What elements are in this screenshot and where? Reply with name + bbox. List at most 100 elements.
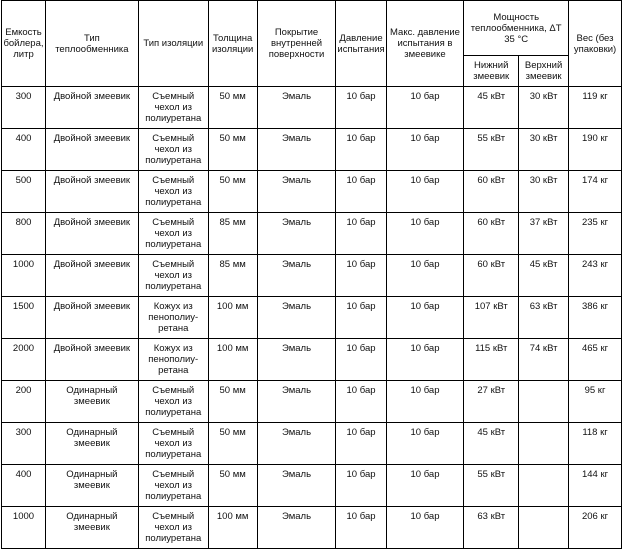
header-exchanger-type: Тип теплообменника [44,0,139,87]
cell-pressure: 10 бар [335,506,387,549]
cell-lower: 55 кВт [463,128,520,171]
cell-capacity: 1000 [1,254,46,297]
cell-lower: 115 кВт [463,338,520,381]
cell-upper: 30 кВт [518,86,570,129]
cell-max-pressure: 10 бар [385,212,465,255]
table-row: 300 Одинарный змеевик Съемный чехол из пол… [1,422,622,465]
cell-max-pressure: 10 бар [385,254,465,297]
cell-capacity: 1500 [1,296,46,339]
cell-weight: 386 кг [568,296,622,339]
cell-type: Двойной змеевик [44,212,139,255]
header-coating: Покрытие внутренней поверхности [256,0,337,87]
cell-weight: 206 кг [568,506,622,549]
cell-upper: 30 кВт [518,128,570,171]
cell-coating: Эмаль [256,464,337,507]
cell-pressure: 10 бар [335,464,387,507]
cell-max-pressure: 10 бар [385,170,465,213]
header-insulation-thickness: Толщина изоляции [207,0,258,87]
cell-capacity: 300 [1,422,46,465]
cell-type: Двойной змеевик [44,338,139,381]
cell-coating: Эмаль [256,296,337,339]
cell-pressure: 10 бар [335,212,387,255]
cell-insulation: Съемный чехол из полиуретана [137,422,209,465]
cell-pressure: 10 бар [335,296,387,339]
cell-type: Двойной змеевик [44,254,139,297]
cell-thickness: 85 мм [207,254,258,297]
cell-type: Двойной змеевик [44,170,139,213]
cell-thickness: 100 мм [207,296,258,339]
cell-coating: Эмаль [256,254,337,297]
table-row: 400 Двойной змеевик Съемный чехол из полиу… [1,128,622,171]
cell-upper: 45 кВт [518,254,570,297]
cell-pressure: 10 бар [335,128,387,171]
cell-pressure: 10 бар [335,86,387,129]
cell-pressure: 10 бар [335,422,387,465]
cell-coating: Эмаль [256,506,337,549]
cell-pressure: 10 бар [335,254,387,297]
cell-pressure: 10 бар [335,338,387,381]
cell-thickness: 50 мм [207,464,258,507]
cell-capacity: 400 [1,128,46,171]
header-max-coil-pressure: Макс. давление испытания в змеевике [385,0,465,87]
cell-insulation: Съемный чехол из полиуретана [137,506,209,549]
cell-type: Двойной змеевик [44,128,139,171]
cell-insulation: Съемный чехол из полиуретана [137,128,209,171]
header-test-pressure: Давление испытания [335,0,387,87]
table-body: 300 Двойной змеевик Съемный чехол из полиу… [1,86,622,549]
cell-upper: 37 кВт [518,212,570,255]
cell-upper: 63 кВт [518,296,570,339]
cell-max-pressure: 10 бар [385,380,465,423]
cell-upper [518,380,570,423]
cell-coating: Эмаль [256,422,337,465]
cell-max-pressure: 10 бар [385,128,465,171]
header-insulation-type: Тип изоляции [137,0,209,87]
cell-weight: 95 кг [568,380,622,423]
cell-type: Двойной змеевик [44,86,139,129]
cell-pressure: 10 бар [335,380,387,423]
cell-lower: 45 кВт [463,86,520,129]
cell-thickness: 50 мм [207,128,258,171]
cell-insulation: Съемный чехол из полиуретана [137,170,209,213]
cell-insulation: Съемный чехол из полиуретана [137,86,209,129]
cell-coating: Эмаль [256,338,337,381]
cell-weight: 465 кг [568,338,622,381]
cell-weight: 243 кг [568,254,622,297]
cell-lower: 107 кВт [463,296,520,339]
cell-upper: 74 кВт [518,338,570,381]
cell-weight: 144 кг [568,464,622,507]
cell-thickness: 50 мм [207,422,258,465]
cell-type: Одинарный змеевик [44,380,139,423]
cell-capacity: 800 [1,212,46,255]
cell-upper [518,506,570,549]
cell-insulation: Съемный чехол из полиуретана [137,212,209,255]
table-row: 400 Одинарный змеевик Съемный чехол из пол… [1,464,622,507]
cell-coating: Эмаль [256,86,337,129]
cell-thickness: 50 мм [207,86,258,129]
cell-lower: 60 кВт [463,212,520,255]
cell-capacity: 300 [1,86,46,129]
cell-weight: 118 кг [568,422,622,465]
header-power: Мощность теплообменника, ΔT 35 °C [463,0,570,56]
table-row: 800 Двойной змеевик Съемный чехол из полиу… [1,212,622,255]
cell-weight: 190 кг [568,128,622,171]
cell-weight: 119 кг [568,86,622,129]
cell-capacity: 1000 [1,506,46,549]
cell-upper [518,422,570,465]
cell-insulation: Съемный чехол из полиуретана [137,254,209,297]
cell-thickness: 50 мм [207,380,258,423]
cell-capacity: 2000 [1,338,46,381]
cell-insulation: Кожух из пенополиу-ретана [137,296,209,339]
cell-lower: 27 кВт [463,380,520,423]
cell-max-pressure: 10 бар [385,422,465,465]
header-power-lower: Нижний змеевик [463,55,520,87]
cell-lower: 45 кВт [463,422,520,465]
cell-upper: 30 кВт [518,170,570,213]
cell-insulation: Съемный чехол из полиуретана [137,380,209,423]
cell-thickness: 100 мм [207,506,258,549]
cell-coating: Эмаль [256,170,337,213]
cell-capacity: 500 [1,170,46,213]
cell-thickness: 100 мм [207,338,258,381]
table-row: 200 Одинарный змеевик Съемный чехол из пол… [1,380,622,423]
cell-pressure: 10 бар [335,170,387,213]
